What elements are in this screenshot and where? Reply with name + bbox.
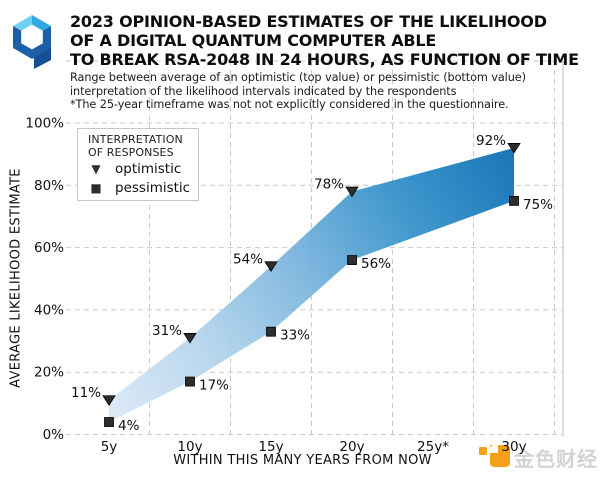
quantum-hexagon-logo	[13, 15, 51, 69]
value-label: 92%	[476, 133, 506, 149]
y-tick-label: 40%	[34, 302, 64, 318]
legend-title-line-1: INTERPRETATION	[88, 133, 183, 146]
legend-label-pessimistic: pessimistic	[115, 179, 191, 196]
value-label: 78%	[314, 177, 344, 193]
x-tick-label: 15y	[258, 439, 283, 455]
subtitle-line-3: *The 25-year timeframe was not not expli…	[70, 98, 509, 111]
y-tick-label: 80%	[34, 178, 64, 194]
value-label: 56%	[361, 256, 391, 272]
title-line-2: OF A DIGITAL QUANTUM COMPUTER ABLE	[70, 31, 437, 50]
pessimistic-marker	[185, 376, 195, 387]
title-line-3: TO BREAK RSA-2048 IN 24 HOURS, AS FUNCTI…	[70, 50, 579, 69]
jinse-logo-icon	[479, 445, 510, 467]
value-label: 54%	[233, 251, 263, 267]
value-label: 11%	[71, 385, 101, 401]
watermark-text: 金色财经	[514, 447, 598, 471]
pessimistic-marker	[104, 417, 114, 427]
optimistic-marker	[102, 395, 116, 406]
value-label: 75%	[523, 197, 553, 213]
watermark: 金色财经	[479, 443, 598, 472]
subtitle-line-1: Range between average of an optimistic (…	[70, 71, 526, 84]
legend-label-optimistic: optimistic	[115, 160, 182, 177]
chart-subtitle: Range between average of an optimistic (…	[70, 71, 595, 112]
x-tick-label: 25y*	[417, 439, 449, 455]
triangle-down-icon: ▼	[91, 161, 101, 176]
x-axis-title: WITHIN THIS MANY YEARS FROM NOW	[173, 453, 432, 468]
pessimistic-marker	[509, 195, 519, 206]
y-tick-label: 0%	[43, 427, 65, 443]
optimistic-marker	[264, 261, 278, 273]
chart-title: 2023 OPINION-BASED ESTIMATES OF THE LIKE…	[70, 12, 595, 69]
square-icon: ■	[90, 180, 102, 195]
y-tick-label: 20%	[34, 365, 64, 381]
legend-item-optimistic: ▼ optimistic	[88, 159, 192, 178]
value-label: 33%	[280, 328, 310, 344]
pessimistic-marker	[266, 326, 276, 337]
legend-item-pessimistic: ■ pessimistic	[88, 178, 192, 197]
value-label: 4%	[118, 418, 140, 434]
likelihood-range-band	[109, 147, 514, 423]
optimistic-marker	[345, 186, 359, 198]
x-tick-label: 10y	[177, 439, 202, 455]
subtitle-line-2: interpretation of the likelihood interva…	[70, 84, 457, 98]
value-label: 17%	[199, 378, 229, 394]
y-tick-label: 60%	[34, 240, 64, 256]
optimistic-marker	[183, 333, 197, 344]
y-tick-label: 100%	[25, 116, 64, 132]
y-axis-title: AVERAGE LIKELIHOOD ESTIMATE	[8, 168, 24, 388]
value-label: 31%	[152, 323, 182, 339]
x-tick-label: 30y	[501, 439, 526, 455]
x-tick-label: 20y	[339, 439, 364, 455]
optimistic-marker	[507, 143, 521, 154]
legend-title-line-2: OF RESPONSES	[88, 146, 174, 159]
legend: INTERPRETATION OF RESPONSES ▼ optimistic…	[77, 128, 199, 201]
x-tick-label: 5y	[101, 439, 118, 455]
pessimistic-marker	[347, 255, 357, 265]
title-line-1: 2023 OPINION-BASED ESTIMATES OF THE LIKE…	[70, 12, 547, 31]
